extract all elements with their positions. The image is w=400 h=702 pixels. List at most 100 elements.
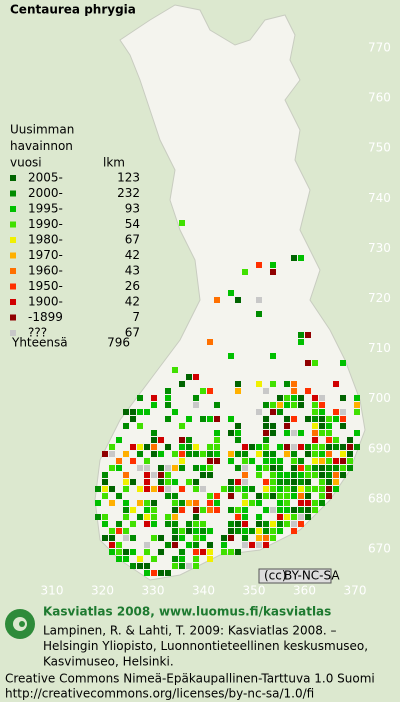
- occurrence-cell: [179, 465, 185, 471]
- occurrence-cell: [130, 458, 136, 464]
- occurrence-cell: [193, 514, 199, 520]
- occurrence-cell: [270, 507, 276, 513]
- occurrence-cell: [340, 444, 346, 450]
- occurrence-cell: [186, 500, 192, 506]
- y-tick-label: 760: [368, 91, 391, 105]
- occurrence-cell: [298, 500, 304, 506]
- occurrence-cell: [102, 472, 108, 478]
- occurrence-cell: [340, 472, 346, 478]
- occurrence-cell: [249, 458, 255, 464]
- occurrence-cell: [151, 451, 157, 457]
- occurrence-cell: [284, 430, 290, 436]
- occurrence-cell: [186, 416, 192, 422]
- occurrence-cell: [270, 262, 276, 268]
- occurrence-cell: [151, 472, 157, 478]
- occurrence-cell: [102, 451, 108, 457]
- legend-label: 1960-: [28, 264, 63, 278]
- occurrence-cell: [116, 521, 122, 527]
- occurrence-cell: [137, 514, 143, 520]
- occurrence-cell: [249, 500, 255, 506]
- legend-swatch: [10, 175, 16, 181]
- occurrence-cell: [298, 395, 304, 401]
- occurrence-cell: [116, 493, 122, 499]
- occurrence-cell: [137, 465, 143, 471]
- occurrence-cell: [144, 570, 150, 576]
- footer-heading: Kasviatlas 2008, www.luomus.fi/kasviatla…: [43, 605, 331, 619]
- occurrence-cell: [319, 395, 325, 401]
- occurrence-cell: [193, 549, 199, 555]
- occurrence-cell: [207, 416, 213, 422]
- occurrence-cell: [298, 332, 304, 338]
- occurrence-cell: [235, 521, 241, 527]
- occurrence-cell: [326, 416, 332, 422]
- occurrence-cell: [354, 395, 360, 401]
- occurrence-cell: [123, 535, 129, 541]
- occurrence-cell: [214, 458, 220, 464]
- occurrence-cell: [319, 423, 325, 429]
- occurrence-cell: [291, 521, 297, 527]
- occurrence-cell: [221, 549, 227, 555]
- occurrence-cell: [284, 507, 290, 513]
- occurrence-cell: [172, 521, 178, 527]
- occurrence-cell: [347, 458, 353, 464]
- occurrence-cell: [172, 535, 178, 541]
- occurrence-cell: [249, 528, 255, 534]
- occurrence-cell: [172, 563, 178, 569]
- occurrence-cell: [256, 465, 262, 471]
- citation-line: Lampinen, R. & Lahti, T. 2009: Kasviatla…: [43, 624, 337, 638]
- occurrence-cell: [123, 479, 129, 485]
- occurrence-cell: [319, 458, 325, 464]
- occurrence-cell: [186, 479, 192, 485]
- occurrence-cell: [200, 549, 206, 555]
- occurrence-cell: [130, 479, 136, 485]
- legend-label: 2005-: [28, 171, 63, 185]
- legend-label: 1980-: [28, 233, 63, 247]
- occurrence-cell: [270, 402, 276, 408]
- occurrence-cell: [137, 563, 143, 569]
- occurrence-cell: [123, 451, 129, 457]
- occurrence-cell: [186, 542, 192, 548]
- occurrence-cell: [207, 339, 213, 345]
- occurrence-cell: [277, 479, 283, 485]
- x-tick-label: 350: [243, 584, 266, 598]
- legend-label: 1990-: [28, 217, 63, 231]
- occurrence-cell: [277, 444, 283, 450]
- occurrence-cell: [256, 514, 262, 520]
- legend-count: 54: [125, 217, 140, 231]
- occurrence-cell: [172, 409, 178, 415]
- occurrence-cell: [291, 486, 297, 492]
- occurrence-cell: [186, 437, 192, 443]
- y-tick-label: 730: [368, 241, 391, 255]
- occurrence-cell: [333, 381, 339, 387]
- occurrence-cell: [165, 472, 171, 478]
- occurrence-cell: [270, 486, 276, 492]
- occurrence-cell: [144, 549, 150, 555]
- occurrence-cell: [144, 486, 150, 492]
- occurrence-cell: [123, 507, 129, 513]
- occurrence-cell: [305, 486, 311, 492]
- occurrence-cell: [242, 535, 248, 541]
- occurrence-cell: [347, 465, 353, 471]
- occurrence-cell: [326, 486, 332, 492]
- occurrence-cell: [284, 416, 290, 422]
- legend-count: 42: [125, 295, 140, 309]
- occurrence-cell: [123, 486, 129, 492]
- occurrence-cell: [151, 507, 157, 513]
- legend-count: 67: [125, 326, 140, 340]
- legend-heading: vuosi: [10, 156, 42, 170]
- y-tick-label: 680: [368, 491, 391, 505]
- occurrence-cell: [214, 507, 220, 513]
- occurrence-cell: [291, 465, 297, 471]
- occurrence-cell: [291, 416, 297, 422]
- occurrence-cell: [270, 423, 276, 429]
- occurrence-cell: [165, 416, 171, 422]
- occurrence-cell: [284, 486, 290, 492]
- occurrence-cell: [249, 444, 255, 450]
- occurrence-cell: [270, 535, 276, 541]
- occurrence-cell: [256, 311, 262, 317]
- occurrence-cell: [242, 458, 248, 464]
- occurrence-cell: [207, 542, 213, 548]
- occurrence-cell: [193, 486, 199, 492]
- occurrence-cell: [193, 528, 199, 534]
- occurrence-cell: [312, 500, 318, 506]
